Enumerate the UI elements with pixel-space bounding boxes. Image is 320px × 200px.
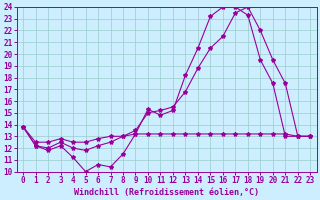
X-axis label: Windchill (Refroidissement éolien,°C): Windchill (Refroidissement éolien,°C) <box>74 188 259 197</box>
